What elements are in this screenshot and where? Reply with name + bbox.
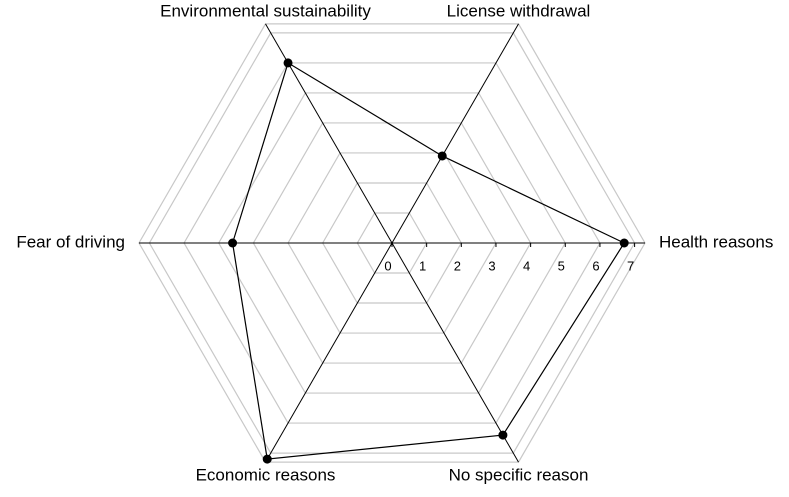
axis-line [391, 242, 519, 463]
tick-label: 1 [419, 258, 426, 273]
data-point [283, 58, 293, 68]
tick-label: 4 [523, 258, 530, 273]
axis-label: Health reasons [659, 232, 773, 251]
axis-label: Fear of driving [16, 232, 125, 251]
axis-line [265, 23, 393, 244]
data-point [498, 430, 508, 440]
axis-label: Environmental sustainability [160, 1, 371, 20]
tick-label: 5 [558, 258, 565, 273]
tick-label: 0 [384, 258, 391, 273]
tick-label: 3 [488, 258, 495, 273]
axis-label: Economic reasons [196, 466, 336, 485]
axis-label: License withdrawal [447, 1, 591, 20]
axis-label: No specific reason [449, 466, 589, 485]
axis-line [391, 23, 519, 244]
data-point [619, 238, 629, 248]
tick-label: 7 [627, 258, 634, 273]
data-point [437, 151, 447, 161]
data-point [262, 454, 272, 464]
tick-label: 2 [454, 258, 461, 273]
data-point [228, 238, 238, 248]
tick-label: 6 [592, 258, 599, 273]
axis-line [265, 242, 393, 463]
